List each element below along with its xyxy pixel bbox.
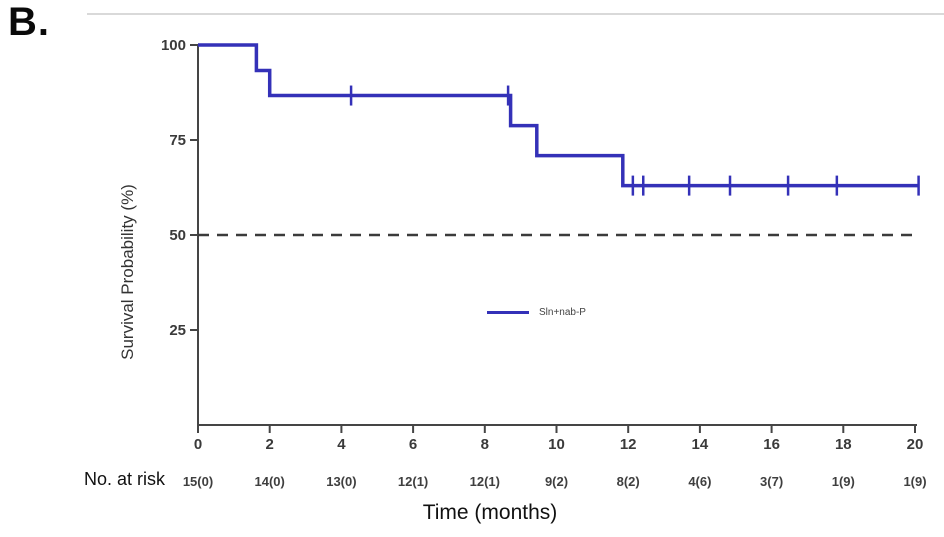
risk-table-value: 15(0)	[183, 474, 213, 489]
x-tick-label: 4	[337, 436, 346, 453]
top-border-line	[87, 13, 944, 15]
risk-table-value: 14(0)	[255, 474, 285, 489]
x-axis-title: Time (months)	[422, 501, 558, 524]
risk-table-value: 4(6)	[688, 474, 711, 489]
risk-table-value: 9(2)	[545, 474, 568, 489]
risk-table-value: 13(0)	[326, 474, 356, 489]
legend-series-label: Sln+nab-P	[539, 306, 586, 318]
risk-table-value: 1(9)	[903, 474, 926, 489]
x-tick-label: 2	[266, 436, 274, 453]
x-tick-label: 18	[835, 436, 852, 453]
legend: Sln+nab-P	[487, 303, 586, 321]
risk-table-value: 12(1)	[398, 474, 428, 489]
legend-line-swatch	[487, 310, 529, 314]
y-tick-label: 100	[161, 37, 186, 54]
x-tick-label: 16	[763, 436, 780, 453]
y-tick-label: 50	[169, 227, 186, 244]
risk-table-value: 1(9)	[832, 474, 855, 489]
risk-table-label: No. at risk	[84, 469, 166, 489]
x-tick-label: 12	[620, 436, 637, 453]
x-tick-label: 20	[907, 436, 924, 453]
x-tick-label: 6	[409, 436, 417, 453]
risk-table-value: 12(1)	[470, 474, 500, 489]
panel-label: B.	[8, 0, 50, 44]
y-tick-label: 75	[169, 132, 186, 149]
y-tick-label: 25	[169, 322, 186, 339]
x-tick-label: 8	[481, 436, 489, 453]
x-tick-label: 10	[548, 436, 565, 453]
survival-curve	[198, 43, 919, 188]
y-axis-title: Survival Probability (%)	[118, 184, 137, 360]
risk-table-value: 8(2)	[617, 474, 640, 489]
x-tick-label: 0	[194, 436, 202, 453]
risk-table-value: 3(7)	[760, 474, 783, 489]
x-tick-label: 14	[692, 436, 709, 453]
